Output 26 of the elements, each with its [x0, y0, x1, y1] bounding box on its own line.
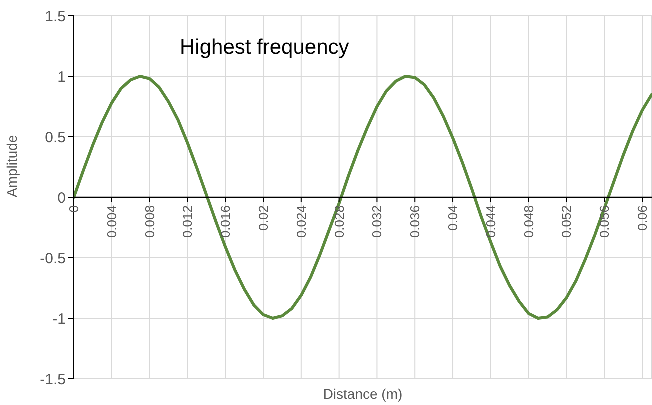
text: Highest frequency: [180, 36, 350, 60]
y-axis-title: Amplitude: [4, 135, 20, 198]
y-tick-label: 1.5: [45, 8, 66, 26]
x-tick-label: 0.028: [332, 206, 347, 238]
y-tick-label: -1.5: [40, 371, 66, 388]
x-tick-label: 0.032: [370, 206, 385, 238]
x-tick-label: 0.052: [559, 206, 574, 238]
x-tick-label: 0.036: [408, 206, 423, 238]
y-tick-label: -0.5: [40, 250, 66, 268]
x-tick-label: 0.016: [218, 206, 234, 238]
x-tick-label: 0.02: [256, 206, 272, 231]
x-tick-label: 0.06: [635, 206, 650, 231]
y-tick-label: 1: [58, 68, 66, 86]
x-tick-label: 0.04: [446, 206, 461, 231]
y-tick-label: 0: [58, 190, 66, 207]
x-axis-title: Distance (m): [323, 386, 403, 402]
x-tick-label: 0.012: [180, 206, 196, 238]
x-tick-label: 0.004: [104, 206, 120, 238]
x-tick-label: 0: [66, 206, 82, 213]
x-tick-label: 0.024: [294, 206, 309, 238]
y-tick-label: -1: [52, 310, 66, 328]
y-tick-label: 0.5: [45, 129, 66, 146]
x-tick-label: 0.044: [483, 206, 498, 238]
x-tick-label: 0.048: [521, 206, 536, 238]
x-tick-label: 0.008: [142, 206, 158, 238]
x-tick-label: 0.056: [597, 206, 612, 238]
